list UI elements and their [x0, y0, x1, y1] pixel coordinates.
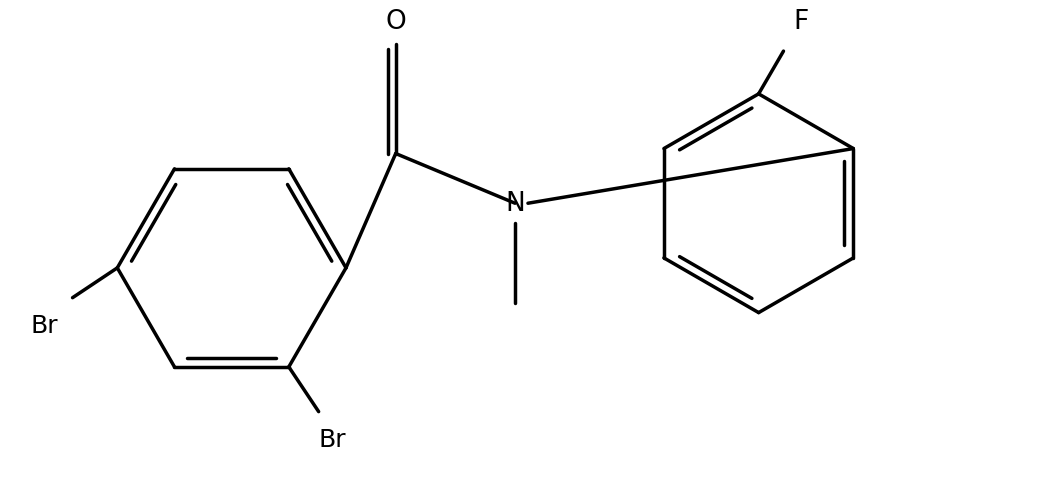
Text: F: F	[793, 9, 809, 35]
Text: Br: Br	[30, 313, 58, 337]
Text: O: O	[385, 9, 406, 35]
Text: N: N	[506, 191, 525, 217]
Text: Br: Br	[319, 427, 347, 450]
